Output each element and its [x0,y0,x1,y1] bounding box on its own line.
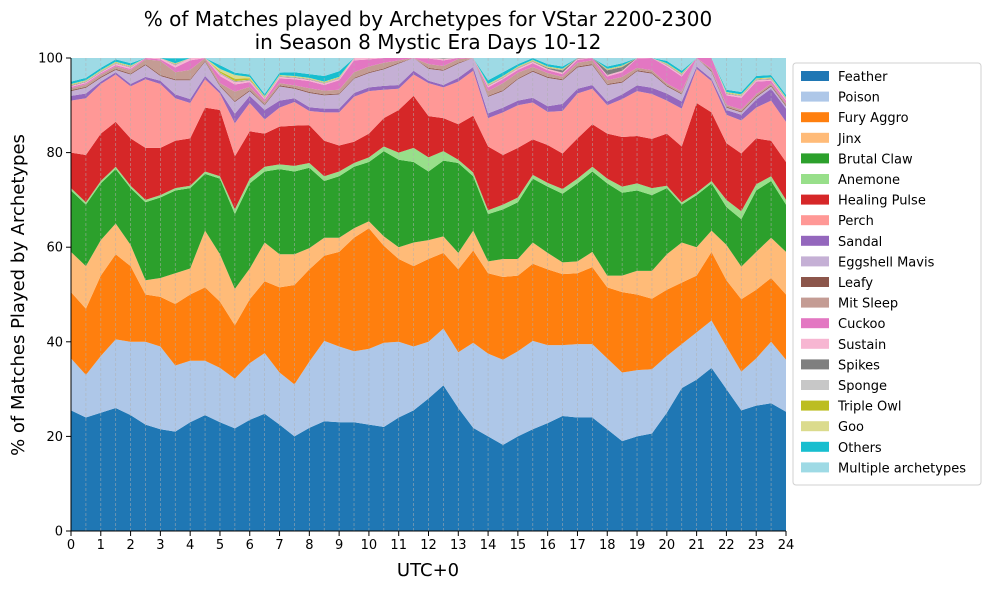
y-tick-label: 60 [46,241,63,256]
legend-swatch-anemone [801,174,829,184]
legend-swatch-sustain [801,338,829,349]
legend-swatch-poison [801,91,829,102]
area-others [71,58,786,98]
legend-label-others: Others [838,441,882,456]
x-axis-label: UTC+0 [397,560,459,581]
legend-swatch-eggshell-mavis [801,256,829,267]
legend-swatch-others [801,441,829,452]
x-tick-label: 20 [659,538,676,553]
x-tick-label: 21 [688,538,705,553]
grid-lines [85,58,772,531]
legend-swatch-multiple-archetypes [801,462,829,473]
axes: 0 1 2 3 4 5 6 7 8 9 10 11 12 13 14 15 16 17 18 19 20 21 22 23 24… [38,52,794,554]
x-tick-label: 2 [126,538,134,553]
legend-swatch-fury-aggro [801,112,829,123]
legend-label-brutal-claw: Brutal Claw [838,152,913,167]
x-tick-label: 24 [778,538,795,553]
legend-label-sponge: Sponge [838,379,887,394]
area-anemone [71,146,786,220]
legend-label-feather: Feather [838,70,888,85]
y-tick-label: 20 [46,430,63,445]
legend-label-perch: Perch [838,214,874,229]
legend-swatch-sponge [801,380,829,390]
x-tick-label: 10 [361,538,378,553]
x-tick-label: 3 [156,538,164,553]
legend-swatch-goo [801,421,829,432]
legend: Feather Poison Fury Aggro Jinx Brutal Claw An… [792,62,982,486]
x-tick-label: 14 [480,538,497,553]
x-tick-label: 7 [275,538,283,553]
legend-label-anemone: Anemone [838,173,900,188]
x-tick-label: 18 [599,538,616,553]
legend-swatch-brutal-claw [801,153,829,164]
y-tick-label: 0 [55,525,63,540]
legend-box [792,62,982,486]
legend-swatch-feather [801,71,829,81]
x-tick-label: 5 [216,538,224,553]
legend-label-jinx: Jinx [837,132,862,147]
area-jinx [71,221,786,326]
x-tick-label: 8 [305,538,313,553]
x-tick-label: 16 [539,538,556,553]
legend-swatch-spikes [801,359,829,370]
x-tick-label: 6 [246,538,254,553]
x-tick-label: 23 [748,538,765,553]
x-tick-label: 19 [629,538,646,553]
legend-label-sandal: Sandal [838,235,882,250]
legend-swatch-triple-owl [801,400,829,411]
x-tick-label: 4 [186,538,194,553]
legend-swatch-perch [801,215,829,226]
x-tick-label: 11 [390,538,407,553]
chart-title-line-1: % of Matches played by Archetypes for VS… [144,7,713,31]
legend-label-cuckoo: Cuckoo [838,317,885,332]
area-multiple-archetypes [71,58,786,95]
x-tick-label: 1 [97,538,105,553]
legend-label-poison: Poison [838,91,880,106]
legend-swatch-mit-sleep [801,297,829,308]
x-tick-label: 12 [420,538,437,553]
legend-label-goo: Goo [838,420,864,435]
y-tick-label: 80 [46,146,63,161]
legend-label-healing-pulse: Healing Pulse [838,194,926,209]
legend-swatch-leafy [801,277,829,287]
legend-label-fury-aggro: Fury Aggro [838,111,909,126]
x-tick-label: 13 [450,538,467,553]
x-tick-label: 22 [718,538,735,553]
x-tick-label: 0 [67,538,75,553]
legend-label-sustain: Sustain [838,338,886,353]
x-tick-label: 17 [569,538,586,553]
y-tick-label: 40 [46,335,63,350]
legend-swatch-cuckoo [801,318,829,329]
chart-title-line-2: in Season 8 Mystic Era Days 10-12 [255,30,602,54]
area-mit-sleep [71,58,786,112]
y-tick-label: 100 [38,52,63,67]
legend-label-leafy: Leafy [838,276,873,291]
legend-swatch-jinx [801,132,829,143]
legend-swatch-healing-pulse [801,194,829,205]
legend-label-eggshell-mavis: Eggshell Mavis [838,255,935,270]
legend-label-mit-sleep: Mit Sleep [838,297,898,312]
legend-swatch-sandal [801,235,829,246]
y-axis-label: % of Matches Played by Archetypes [8,134,29,456]
x-tick-label: 15 [510,538,527,553]
legend-label-spikes: Spikes [838,358,880,373]
legend-label-triple-owl: Triple Owl [837,400,901,415]
legend-label-multiple-archetypes: Multiple archetypes [838,461,966,476]
x-tick-label: 9 [335,538,343,553]
